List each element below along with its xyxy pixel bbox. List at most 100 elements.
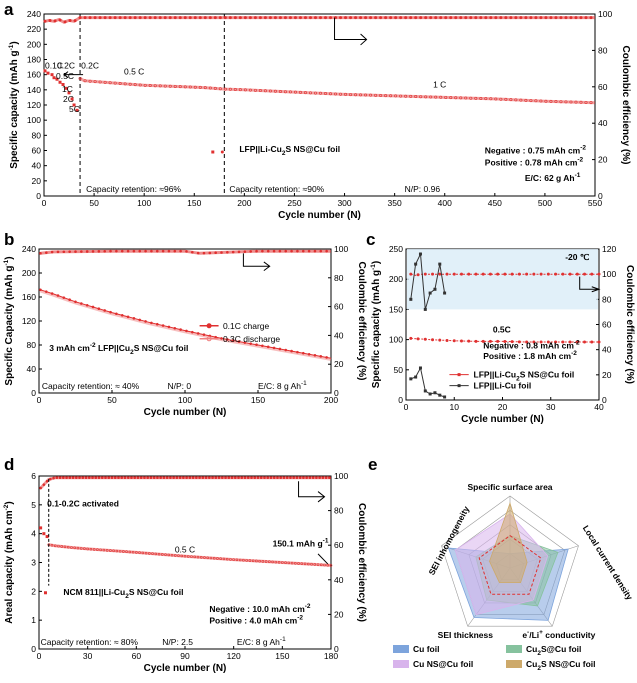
charge-point [226,338,229,341]
ce-point [404,16,408,20]
capacity-point [283,90,287,94]
capacity-point [288,90,292,94]
capacity-point [258,559,261,563]
legend-text: Cu NS@Cu foil [413,659,473,669]
capacity-point [233,87,237,91]
negative-capacity-part: Negative : 0.8 mAh cm [483,341,574,351]
cell-config-part: -2 [90,342,96,349]
ce-point [178,476,182,480]
y2-tick-label: 120 [602,244,616,254]
discharge-line [40,289,332,361]
ce-point [44,251,48,254]
legend-text-part: LFP||Li-Cu [239,144,282,154]
ce-point [276,476,279,480]
capacity-point [113,81,117,85]
capacity-point [452,339,456,343]
capacity-band [79,77,596,105]
ce-point [429,16,433,20]
negative-capacity: Negative : 0.8 mAh cm-2 [483,340,580,351]
legend-text-part: Cu [526,659,537,669]
capacity-point [168,84,172,88]
capacity-point [464,96,468,100]
y2-tick-label: 0 [602,395,607,405]
y-tick-label: 80 [27,340,37,350]
ce-point [165,476,169,480]
ce-point [156,476,159,480]
capacity-point [329,92,333,96]
ce-point [301,249,305,253]
charge-point [325,356,328,359]
capacity-point [238,88,242,92]
capacity-point [306,562,310,566]
ce-point [344,16,348,20]
ce-point [128,16,132,20]
ce-point [233,16,237,20]
legend-text-part: S NS@Cu foil [286,144,341,154]
capacity-point [532,340,536,344]
capacity-point [554,340,558,344]
ce-point [459,272,463,276]
capacity-point [73,546,76,550]
charge-point [307,352,311,356]
ce-point [319,249,323,253]
ce-point [539,272,543,276]
ec-ratio-part: E/C: 62 g Ah [525,173,575,183]
charge-point [272,346,276,350]
capacity-point [148,84,152,88]
radar-axis-label: Specific surface area [467,482,552,492]
x-tick-label: 10 [450,402,460,412]
capacity-point [597,340,601,344]
capacity-point [253,88,257,92]
radar-axis-label-part: e [522,630,527,640]
charge-point [62,296,66,299]
capacity-point [158,84,162,88]
capacity-point [313,563,317,566]
ce-point [321,476,325,480]
capacity-point [180,554,184,558]
ce-point [132,249,136,253]
ce-point [253,16,257,20]
capacity-point [75,108,79,112]
ce-point [227,476,231,480]
ce-point [329,16,333,20]
ce-point [328,476,331,480]
ce-point [94,476,98,480]
ce-point [208,251,212,255]
capacity-point [86,547,89,551]
capacity-point [64,86,68,90]
x-tick-label: 200 [324,395,338,405]
capacity-point [39,526,43,530]
y2-tick-label: 100 [602,269,616,279]
y2-tick-label: 100 [598,9,612,19]
ce-point [172,476,175,480]
capacity-point [484,97,488,101]
y-tick-label: 0 [31,388,36,398]
capacity-point [539,340,543,344]
ce-point [524,16,528,20]
charge-point [278,347,282,351]
y2-tick-label: 40 [598,118,608,128]
x-tick-label: 30 [546,402,556,412]
ce-point [175,476,179,480]
capacity-point [99,548,102,552]
x-tick-label: 100 [178,395,192,405]
np-label: N/P: 0.96 [405,184,441,194]
ce-point [324,476,328,480]
charge-point [266,345,270,349]
capacity-point [334,92,338,96]
ce-point [73,19,77,23]
capacity-point [310,562,313,566]
ce-point [597,272,601,276]
ec-ratio: E/C: 62 g Ah-1 [525,172,581,183]
capacity-point [125,550,128,554]
legend-text-part: 2 [125,593,129,600]
ce-point [195,476,198,480]
radar-axis-label: e-/Li+ conductivity [522,629,595,640]
y-tick-label: 220 [27,24,41,34]
legend-text-part: Cu [526,644,537,654]
ce-point [569,16,573,20]
capacity-point [519,98,523,102]
ce-point [84,476,88,480]
capacity-point [423,389,427,393]
capacity-point [245,559,248,562]
